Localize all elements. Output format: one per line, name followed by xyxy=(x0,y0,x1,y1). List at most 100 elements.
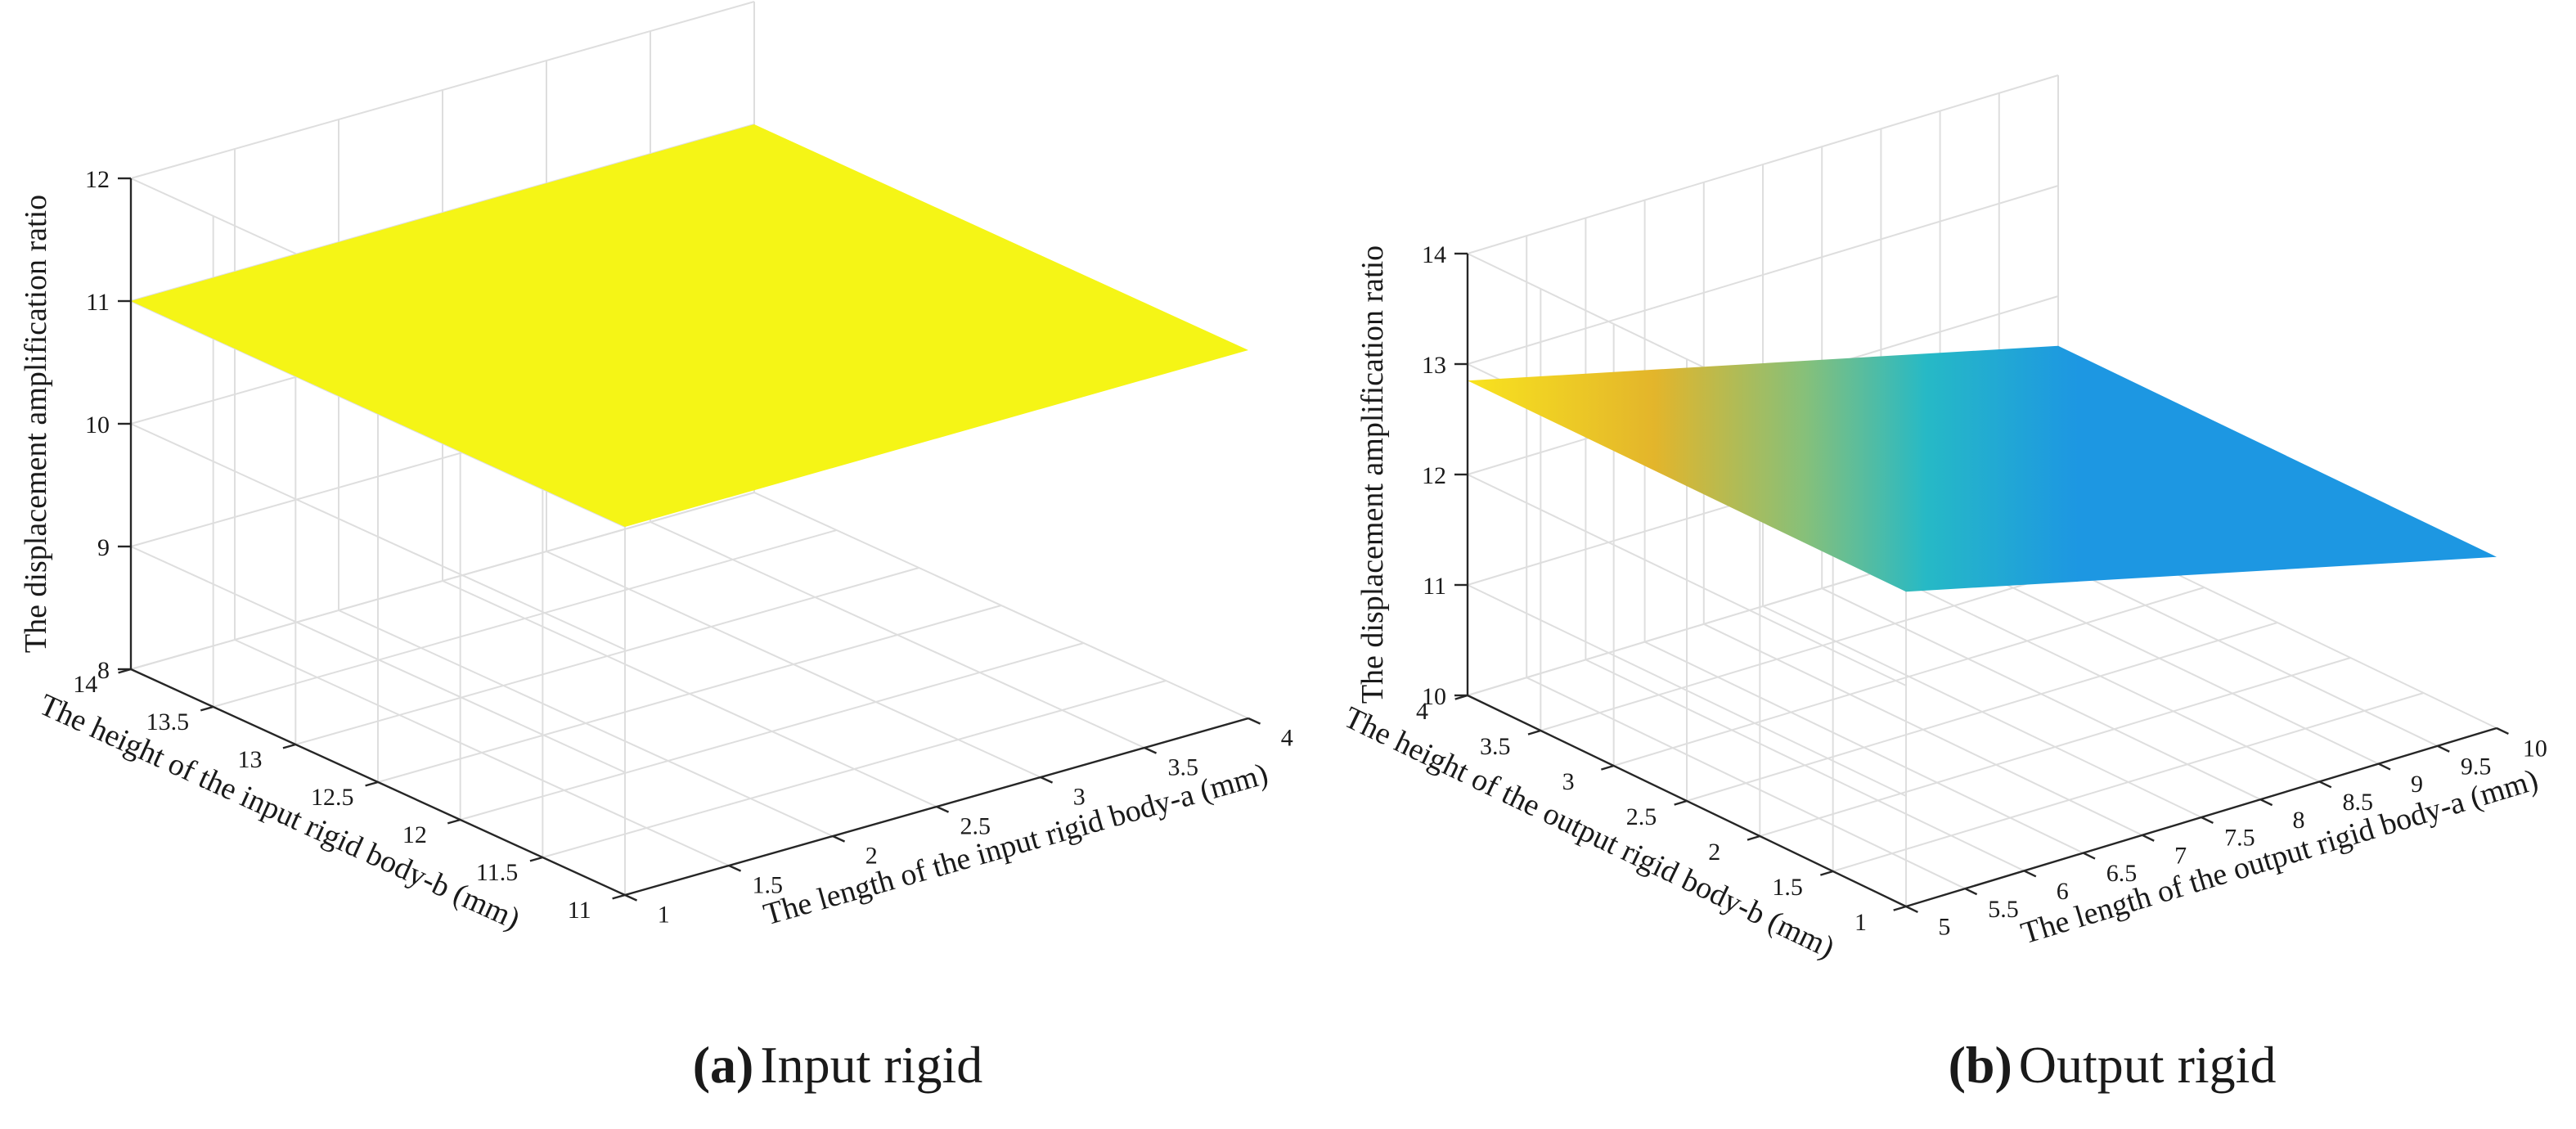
y-tick-0 xyxy=(1893,905,1907,911)
x-tick-label-6: 4 xyxy=(1281,725,1293,752)
y-tick-2 xyxy=(447,818,461,825)
caption-a-tag: (a) xyxy=(693,1036,754,1094)
x-tick-label-1: 1.5 xyxy=(753,872,784,899)
x-tick-label-0: 5 xyxy=(1938,914,1950,941)
caption-b: (b) Output rigid xyxy=(1949,1036,2277,1094)
y-tick-label-2: 12 xyxy=(402,821,427,848)
y-tick-label-6: 4 xyxy=(1416,698,1428,725)
x-tick-9 xyxy=(2437,744,2450,753)
x-tick-4 xyxy=(2142,834,2155,842)
z-tick-label-4: 14 xyxy=(1422,241,1446,268)
y-tick-1 xyxy=(529,856,543,862)
y-axis-label: The height of the input rigid body-b (mm… xyxy=(34,687,525,936)
y-tick-label-2: 2 xyxy=(1708,839,1720,866)
surface xyxy=(1468,345,2497,592)
x-tick-1 xyxy=(1964,888,1978,896)
floor-grid-y-2 xyxy=(460,642,1084,821)
y-tick-label-5: 3.5 xyxy=(1480,733,1511,760)
x-tick-5 xyxy=(1144,746,1158,754)
z-tick-label-0: 10 xyxy=(1422,683,1446,710)
y-tick-0 xyxy=(612,893,626,900)
y-tick-3 xyxy=(1674,799,1688,806)
floor-grid-y-3 xyxy=(377,605,1002,783)
z-tick-label-2: 10 xyxy=(85,412,110,439)
leftwall-grid-z-1 xyxy=(1467,584,1907,797)
y-tick-1 xyxy=(1820,870,1834,876)
x-tick-label-5: 3.5 xyxy=(1168,754,1199,781)
z-tick-label-3: 13 xyxy=(1422,352,1446,379)
z-tick-label-2: 12 xyxy=(1422,462,1446,489)
y-tick-5 xyxy=(200,705,214,712)
y-tick-label-5: 13.5 xyxy=(146,708,190,735)
backwall-grid-z-4 xyxy=(1467,74,2059,254)
x-axis-label: The length of the output rigid body-a (m… xyxy=(2017,762,2542,951)
x-tick-2 xyxy=(832,834,846,843)
y-tick-label-6: 14 xyxy=(73,671,97,698)
x-tick-label-0: 1 xyxy=(658,902,670,929)
x-tick-label-9: 9.5 xyxy=(2461,753,2492,780)
x-tick-label-7: 8.5 xyxy=(2343,789,2374,816)
y-tick-label-4: 13 xyxy=(238,746,263,773)
z-tick-label-1: 9 xyxy=(97,534,110,561)
x-tick-label-4: 7 xyxy=(2174,842,2187,869)
x-tick-label-2: 6 xyxy=(2057,878,2069,905)
z-tick-label-3: 11 xyxy=(86,289,110,316)
x-tick-label-3: 2.5 xyxy=(960,813,991,840)
z-tick-label-1: 11 xyxy=(1423,573,1446,600)
z-axis-label: The displacement amplification ratio xyxy=(1355,245,1390,704)
caption-a-text: Input rigid xyxy=(760,1036,982,1094)
y-tick-4 xyxy=(1601,764,1615,771)
y-tick-5 xyxy=(1527,729,1541,735)
x-tick-label-5: 7.5 xyxy=(2224,825,2255,852)
y-tick-2 xyxy=(1747,834,1760,841)
panel-a-chart: 11.522.533.541111.51212.51313.5148910111… xyxy=(19,1,1293,937)
y-tick-label-0: 1 xyxy=(1854,909,1867,936)
x-tick-label-2: 2 xyxy=(865,843,878,870)
x-tick-3 xyxy=(2083,852,2096,860)
x-tick-1 xyxy=(728,864,742,872)
x-tick-3 xyxy=(936,805,950,813)
x-tick-5 xyxy=(2201,816,2214,825)
y-tick-label-0: 11 xyxy=(568,897,591,924)
caption-b-text: Output rigid xyxy=(2019,1036,2277,1094)
z-axis-label: The displacement amplification ratio xyxy=(19,195,53,653)
x-tick-6 xyxy=(1248,717,1261,725)
y-tick-label-1: 1.5 xyxy=(1772,874,1803,901)
backwall-grid-z-4 xyxy=(130,1,755,179)
x-tick-7 xyxy=(2318,780,2332,789)
x-tick-label-8: 9 xyxy=(2411,771,2423,798)
x-tick-label-6: 8 xyxy=(2293,807,2305,834)
x-tick-6 xyxy=(2259,798,2273,807)
surface xyxy=(131,124,1248,527)
panel-b-chart: 55.566.577.588.599.51011.522.533.5410111… xyxy=(1338,74,2547,965)
caption-b-tag: (b) xyxy=(1949,1036,2012,1094)
y-tick-label-3: 2.5 xyxy=(1626,803,1657,830)
floor-grid-y-3 xyxy=(1686,622,2278,802)
x-tick-label-3: 6.5 xyxy=(2106,860,2138,887)
floor-grid-y-2 xyxy=(1760,657,2351,837)
x-tick-0 xyxy=(1905,905,1918,914)
x-tick-0 xyxy=(624,893,638,902)
floor-grid-y-5 xyxy=(213,529,837,708)
x-tick-label-1: 5.5 xyxy=(1988,896,2019,923)
y-tick-label-3: 12.5 xyxy=(311,784,354,811)
x-tick-4 xyxy=(1040,776,1054,784)
y-tick-label-4: 3 xyxy=(1562,768,1575,795)
x-tick-2 xyxy=(2023,870,2037,878)
floor-grid-y-4 xyxy=(1613,587,2205,767)
y-tick-4 xyxy=(282,743,296,749)
caption-a: (a) Input rigid xyxy=(693,1036,983,1094)
y-tick-label-1: 11.5 xyxy=(476,859,518,886)
floor-grid-y-1 xyxy=(542,680,1167,858)
x-tick-8 xyxy=(2378,762,2391,771)
floor-grid-y-4 xyxy=(295,567,919,745)
x-axis-label: The length of the input rigid body-a (mm… xyxy=(760,757,1272,933)
x-tick-label-10: 10 xyxy=(2523,735,2547,762)
x-tick-label-4: 3 xyxy=(1073,784,1086,811)
leftwall-grid-z-2 xyxy=(130,423,626,650)
y-tick-3 xyxy=(365,780,379,787)
z-tick-label-4: 12 xyxy=(85,166,110,193)
backwall-grid-z-0 xyxy=(130,492,755,670)
floor-grid-y-1 xyxy=(1832,692,2424,872)
